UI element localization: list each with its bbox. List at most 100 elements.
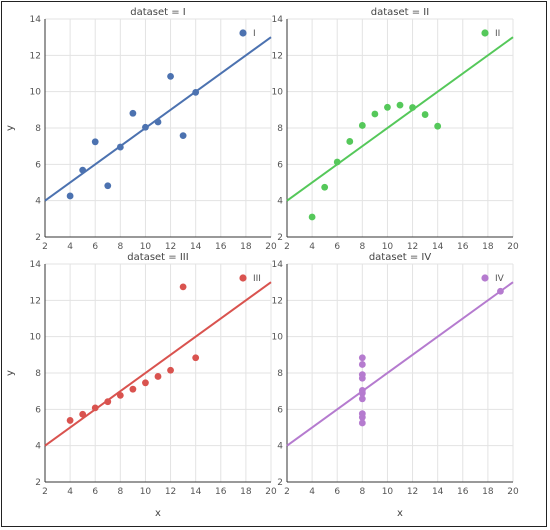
regression-line xyxy=(286,281,514,447)
x-tick-label: 10 xyxy=(382,242,394,252)
data-point xyxy=(358,361,366,368)
x-tick-label: 8 xyxy=(359,487,365,497)
data-point xyxy=(116,143,124,151)
data-point xyxy=(409,104,416,111)
x-tick-label: 14 xyxy=(190,242,202,252)
x-axis-label: x xyxy=(397,508,403,519)
x-tick-label: 18 xyxy=(482,242,494,252)
data-point xyxy=(497,287,504,295)
panel-1: 2 4 6 8 10 12 14 16 18 20 2 4 6 8 10 12 14 dataset = I y I xyxy=(5,7,277,252)
y-tick-label: 8 xyxy=(277,124,283,134)
data-point xyxy=(167,73,174,80)
data-point xyxy=(154,373,162,380)
x-tick-label: 20 xyxy=(265,242,277,252)
x-tick-label: 20 xyxy=(265,487,277,497)
data-point xyxy=(91,138,99,146)
data-point xyxy=(129,109,137,117)
x-tick-label: 10 xyxy=(382,487,394,497)
y-tick-label: 2 xyxy=(35,233,41,243)
x-tick-label: 16 xyxy=(457,487,469,497)
x-tick-label: 6 xyxy=(92,487,98,497)
data-point xyxy=(154,118,162,126)
x-tick-label: 10 xyxy=(140,242,152,252)
data-point xyxy=(358,371,366,379)
legend-label: IV xyxy=(495,274,505,284)
y-tick-label: 8 xyxy=(277,369,283,379)
data-point xyxy=(358,389,366,397)
data-point xyxy=(358,419,366,427)
data-point xyxy=(179,283,187,291)
y-axis-label: y xyxy=(5,370,16,376)
x-tick-label: 18 xyxy=(240,487,252,497)
x-tick-label: 16 xyxy=(215,487,227,497)
y-tick-label: 10 xyxy=(272,333,284,343)
data-point xyxy=(308,213,316,221)
x-tick-label: 14 xyxy=(190,487,202,497)
legend-marker xyxy=(239,29,247,37)
y-tick-label: 10 xyxy=(272,88,284,98)
y-tick-label: 8 xyxy=(35,369,41,379)
y-tick-label: 14 xyxy=(272,260,284,270)
data-point xyxy=(142,379,149,387)
legend-label: II xyxy=(495,29,500,39)
data-point xyxy=(79,410,87,418)
data-point xyxy=(358,122,366,129)
legend-marker xyxy=(481,29,489,37)
legend-marker xyxy=(239,274,247,282)
x-tick-label: 4 xyxy=(309,487,315,497)
data-point xyxy=(396,101,404,109)
data-point xyxy=(129,385,137,393)
x-tick-label: 4 xyxy=(309,242,315,252)
x-axis-label: x xyxy=(155,508,161,519)
y-tick-label: 2 xyxy=(35,478,41,488)
data-point xyxy=(358,395,366,403)
data-point xyxy=(434,122,442,130)
panel-title: dataset = II xyxy=(371,7,429,18)
data-point xyxy=(116,391,124,399)
x-tick-label: 12 xyxy=(407,487,418,497)
data-point xyxy=(346,138,354,145)
data-point xyxy=(192,354,200,362)
data-point xyxy=(142,123,149,131)
data-point xyxy=(358,354,366,362)
x-tick-label: 6 xyxy=(92,242,98,252)
y-tick-label: 12 xyxy=(30,51,41,61)
y-axis-label: y xyxy=(5,125,16,131)
x-tick-label: 6 xyxy=(334,487,340,497)
x-tick-label: 14 xyxy=(432,242,444,252)
data-point xyxy=(192,88,200,96)
data-point xyxy=(167,366,174,374)
x-tick-label: 14 xyxy=(432,487,444,497)
y-tick-label: 14 xyxy=(30,260,42,270)
data-point xyxy=(104,182,112,190)
y-tick-label: 6 xyxy=(35,160,41,170)
panel-4: 2 4 6 8 10 12 14 16 18 20 2 4 6 8 10 12 14 dataset = IV x I… xyxy=(272,252,519,519)
x-tick-label: 12 xyxy=(165,242,176,252)
x-tick-label: 12 xyxy=(165,487,176,497)
y-tick-label: 14 xyxy=(272,15,284,25)
x-tick-label: 10 xyxy=(140,487,152,497)
y-tick-label: 8 xyxy=(35,124,41,134)
data-point xyxy=(321,183,329,191)
panel-3: 2 4 6 8 10 12 14 16 18 20 2 4 6 8 10 12 14 dataset = III y… xyxy=(5,252,277,519)
y-tick-label: 10 xyxy=(30,88,42,98)
x-tick-label: 8 xyxy=(117,487,123,497)
y-tick-label: 4 xyxy=(35,442,41,452)
x-tick-label: 16 xyxy=(215,242,227,252)
data-point xyxy=(179,132,187,140)
panel-2: 2 4 6 8 10 12 14 16 18 20 2 4 6 8 10 12 14 dataset = II II xyxy=(272,7,519,252)
x-tick-label: 2 xyxy=(284,242,290,252)
y-tick-label: 2 xyxy=(277,233,283,243)
legend-label: I xyxy=(253,29,256,39)
data-point xyxy=(421,111,429,118)
y-tick-label: 12 xyxy=(272,51,283,61)
data-point xyxy=(371,110,379,118)
panel-title: dataset = IV xyxy=(369,252,431,263)
data-point xyxy=(104,398,112,406)
panel-title: dataset = III xyxy=(127,252,188,263)
data-point xyxy=(384,103,391,111)
y-tick-label: 12 xyxy=(272,296,283,306)
x-tick-label: 8 xyxy=(359,242,365,252)
x-tick-label: 16 xyxy=(457,242,469,252)
